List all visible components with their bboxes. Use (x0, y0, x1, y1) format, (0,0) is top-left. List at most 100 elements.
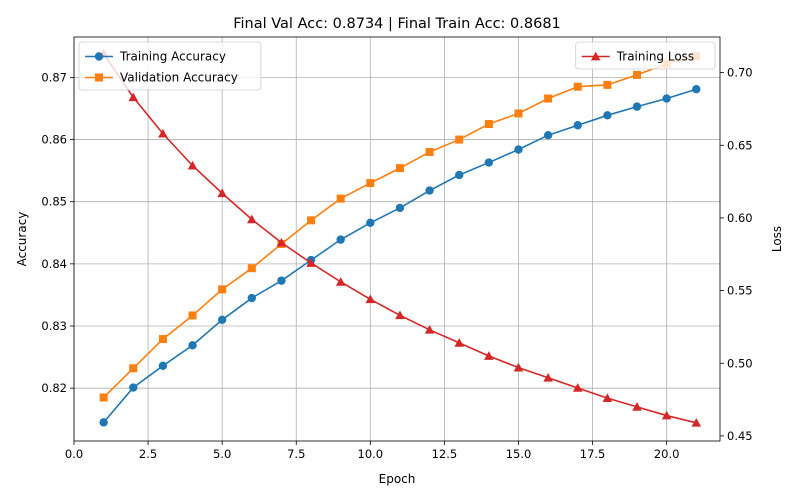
training-loss-point (602, 393, 613, 402)
training-loss-point (661, 410, 672, 420)
legend-box (78, 41, 262, 91)
legend-loss: Training Loss (575, 41, 716, 70)
validation-accuracy-point (484, 120, 493, 129)
y-left-tick-label: 0.84 (41, 257, 67, 271)
training-accuracy-point (247, 293, 256, 303)
legend-label-training-accuracy: Training Accuracy (119, 50, 226, 64)
y-axis-right-label: Loss (770, 226, 784, 252)
plot-frame (73, 36, 721, 442)
validation-accuracy-point (603, 80, 612, 89)
x-tick-label: 10.0 (358, 447, 384, 461)
legend-label-training-loss: Training Loss (616, 50, 694, 64)
y-right-tick-label: 0.55 (727, 284, 753, 298)
training-accuracy-point (217, 315, 227, 324)
validation-accuracy-point (188, 311, 197, 320)
legend-marker-training-loss (590, 51, 601, 61)
legend-box (575, 41, 716, 70)
y-right-tick-label: 0.70 (727, 66, 753, 80)
legend-marker-validation-accuracy (95, 73, 103, 82)
training-accuracy-point (692, 85, 701, 94)
training-accuracy-point (425, 186, 434, 195)
training-accuracy-point (484, 158, 494, 167)
x-axis-label: Epoch (379, 472, 416, 486)
chart-title: Final Val Acc: 0.8734 | Final Train Acc:… (233, 16, 561, 32)
training-loss-point (395, 310, 405, 320)
training-loss-point (513, 362, 524, 372)
x-tick-label: 7.5 (287, 447, 305, 461)
training-loss-point (217, 188, 227, 198)
y-axis-left-label: Accuracy (15, 212, 29, 267)
training-loss-point (276, 237, 287, 247)
training-loss-point (306, 258, 316, 267)
training-loss-point (454, 338, 465, 347)
training-accuracy-point (514, 145, 523, 154)
validation-accuracy-point (514, 109, 523, 118)
y-left-tick-label: 0.86 (41, 133, 67, 147)
validation-accuracy-point (158, 335, 167, 344)
training-accuracy-point (366, 218, 375, 228)
training-accuracy-point (603, 111, 612, 120)
training-loss-point (365, 294, 376, 304)
training-loss-point (187, 160, 198, 170)
training-loss-point (632, 402, 642, 411)
training-loss-point (246, 214, 257, 224)
training-loss-point (572, 383, 583, 392)
y-left-tick-label: 0.82 (41, 381, 67, 395)
training-loss-point (691, 418, 702, 427)
validation-accuracy-point (307, 216, 316, 225)
validation-accuracy-point (633, 70, 642, 79)
y-right-tick-label: 0.60 (727, 211, 753, 225)
training-loss-point (543, 372, 553, 382)
training-accuracy-point (455, 170, 464, 180)
y-right-tick-label: 0.65 (727, 138, 753, 152)
training-accuracy-point (543, 131, 553, 140)
training-loss-point (128, 92, 139, 102)
training-accuracy-point (188, 341, 197, 350)
series-training-loss (98, 48, 702, 427)
validation-accuracy-point (366, 179, 375, 188)
training-accuracy-point (336, 235, 345, 244)
y-axis-right: 0.45 0.50 0.55 0.60 0.65 0.70 (720, 66, 753, 443)
x-tick-label: 2.5 (139, 447, 157, 461)
training-loss-point (424, 325, 435, 334)
legend-marker-training-accuracy (94, 52, 104, 61)
validation-accuracy-point (425, 147, 434, 156)
validation-accuracy-point (455, 135, 464, 144)
training-accuracy-point (573, 121, 582, 130)
validation-accuracy-point (573, 82, 582, 91)
legend-label-validation-accuracy: Validation Accuracy (120, 71, 238, 85)
grid (73, 37, 720, 441)
y-left-tick-label: 0.85 (41, 195, 67, 209)
validation-accuracy-point (336, 194, 345, 203)
series-training-accuracy (99, 85, 701, 427)
validation-accuracy-point (247, 264, 256, 273)
series-validation-accuracy (99, 52, 701, 402)
training-accuracy-point (662, 94, 671, 103)
y-axis-left: 0.82 0.83 0.84 0.85 0.86 0.87 (41, 70, 74, 395)
training-loss-point (484, 351, 494, 360)
x-axis: 0.0 2.5 5.0 7.5 10.0 12.5 15.0 17.5 20.0 (65, 441, 680, 461)
y-right-tick-label: 0.45 (727, 429, 753, 443)
y-left-tick-label: 0.83 (41, 319, 67, 333)
legend-accuracy: Training Accuracy Validation Accuracy (78, 41, 262, 91)
validation-accuracy-point (544, 94, 553, 103)
x-tick-label: 17.5 (580, 447, 606, 461)
x-tick-label: 5.0 (213, 447, 231, 461)
y-left-tick-label: 0.87 (41, 70, 67, 84)
validation-accuracy-point (218, 285, 227, 294)
training-accuracy-point (277, 276, 286, 285)
y-right-tick-label: 0.50 (727, 356, 753, 370)
validation-accuracy-point (99, 393, 108, 402)
training-loss-line (102, 53, 697, 424)
training-accuracy-point (158, 361, 168, 370)
x-tick-label: 20.0 (654, 447, 680, 461)
training-accuracy-point (395, 203, 405, 213)
series-layer (98, 48, 702, 427)
validation-accuracy-point (129, 364, 138, 373)
training-accuracy-point (632, 102, 642, 111)
x-tick-label: 12.5 (432, 447, 458, 461)
validation-accuracy-point (395, 164, 404, 173)
x-tick-label: 0.0 (65, 447, 83, 461)
training-accuracy-point (129, 383, 138, 392)
